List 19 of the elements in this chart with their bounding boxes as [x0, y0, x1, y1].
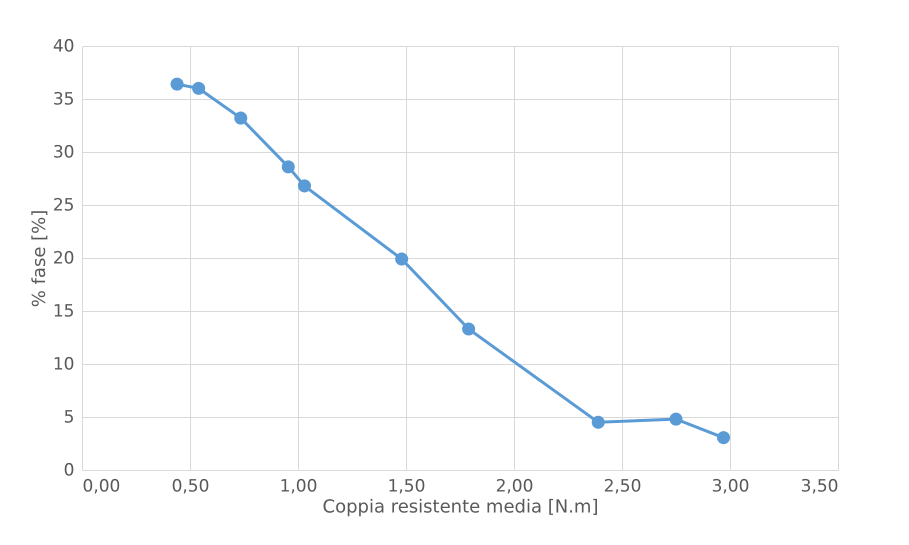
y-tick-label: 5 — [64, 408, 74, 428]
y-tick-label: 0 — [64, 460, 74, 480]
x-tick-label: 2,00 — [496, 476, 534, 496]
x-tick-label: 1,00 — [280, 476, 318, 496]
x-tick-label: 1,50 — [388, 476, 426, 496]
y-tick-label: 10 — [52, 354, 74, 374]
y-tick-label: 25 — [52, 196, 74, 216]
y-tick-label: 40 — [52, 36, 74, 56]
x-tick-label: 3,00 — [712, 476, 750, 496]
y-tick-label: 15 — [52, 302, 74, 322]
x-tick-label: 2,50 — [604, 476, 642, 496]
y-tick-label: 30 — [52, 142, 74, 162]
x-axis-title: Coppia resistente media [N.m] — [322, 496, 598, 518]
x-tick-label: 0,50 — [172, 476, 210, 496]
x-tick-label: 3,50 — [800, 476, 838, 496]
y-tick-label: 20 — [52, 248, 74, 268]
x-tick-label: 0,00 — [82, 476, 120, 496]
y-tick-label: 35 — [52, 90, 74, 110]
y-axis-title: % fase [%] — [28, 210, 50, 308]
